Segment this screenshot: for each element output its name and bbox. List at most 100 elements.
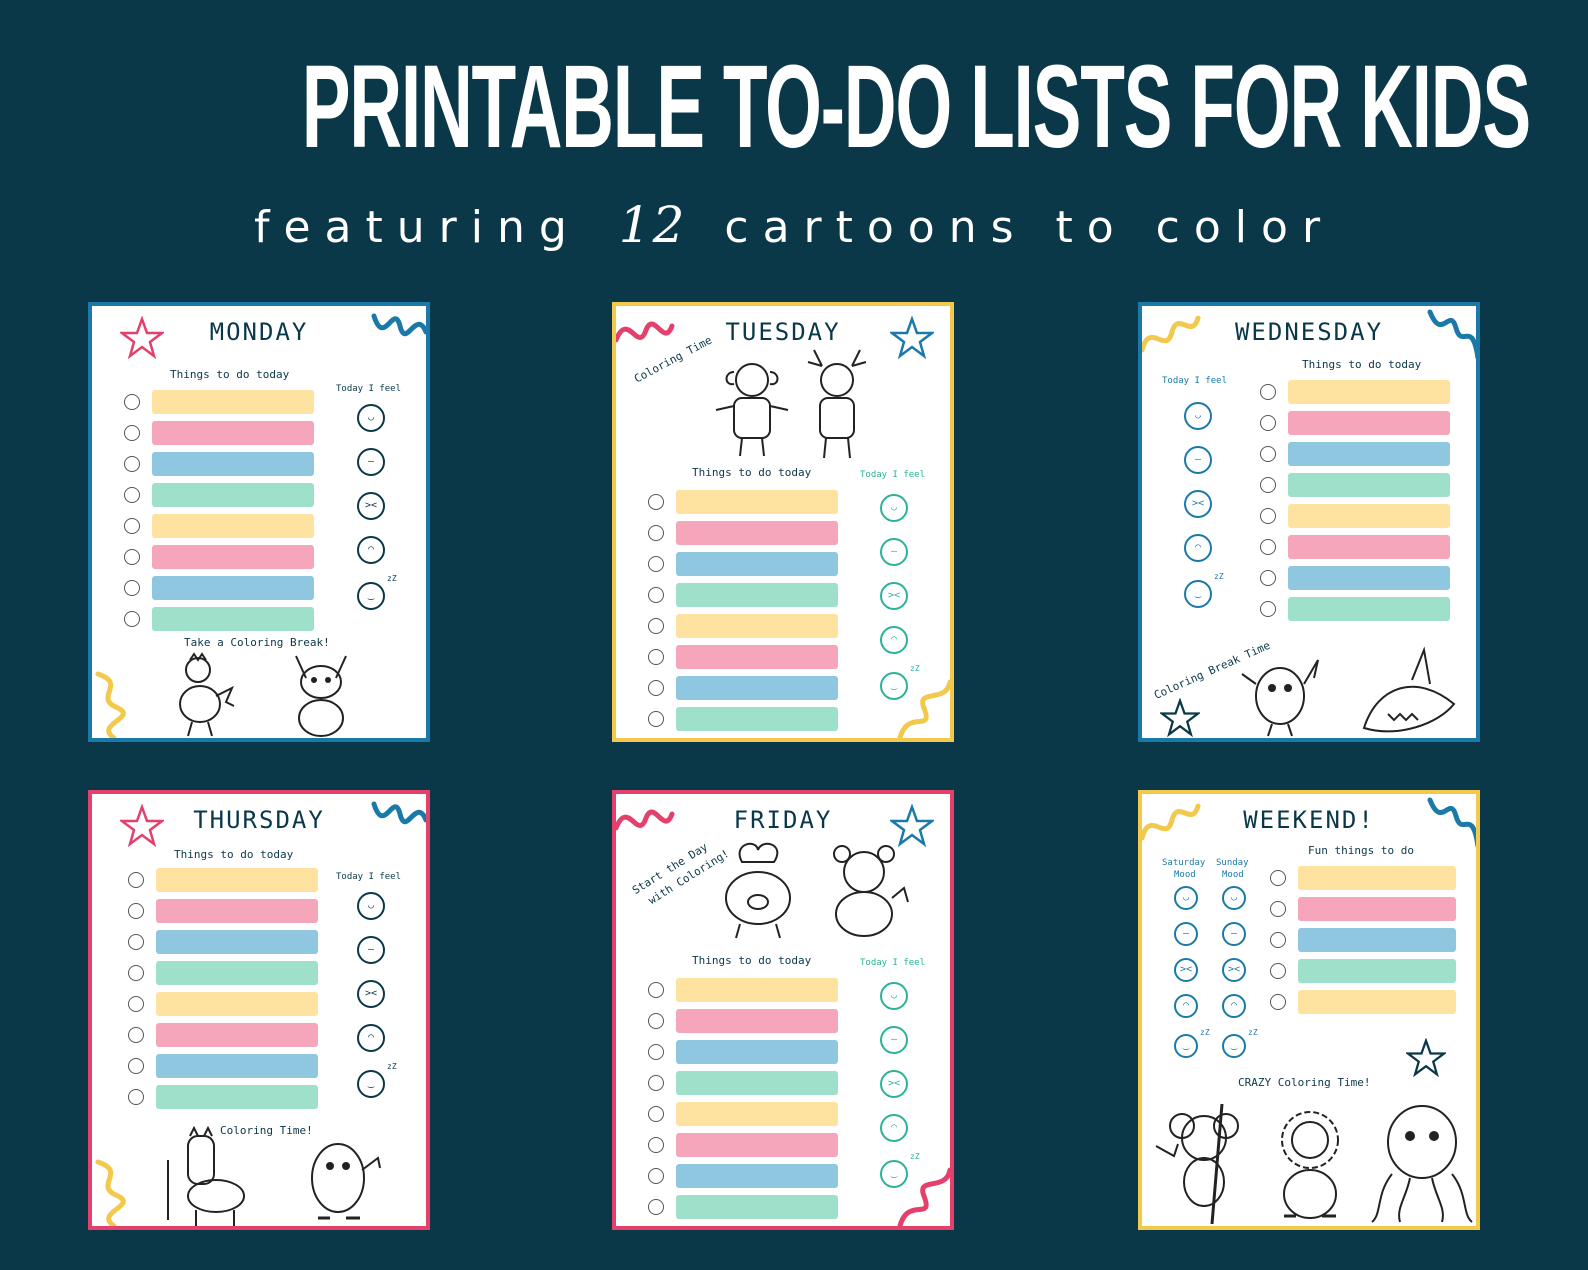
todo-bar[interactable]: [676, 707, 838, 731]
sad-face-icon[interactable]: ◠: [357, 536, 385, 564]
checkbox[interactable]: [1260, 508, 1276, 524]
neutral-face-icon[interactable]: —: [1222, 922, 1246, 946]
checkbox[interactable]: [1270, 963, 1286, 979]
todo-bar[interactable]: [676, 645, 838, 669]
checkbox[interactable]: [128, 1058, 144, 1074]
checkbox[interactable]: [648, 1013, 664, 1029]
checkbox[interactable]: [1270, 932, 1286, 948]
todo-bar[interactable]: [152, 421, 314, 445]
todo-bar[interactable]: [152, 545, 314, 569]
todo-bar[interactable]: [676, 1195, 838, 1219]
neutral-face-icon[interactable]: —: [880, 538, 908, 566]
checkbox[interactable]: [124, 611, 140, 627]
neutral-face-icon[interactable]: —: [880, 1026, 908, 1054]
todo-bar[interactable]: [156, 992, 318, 1016]
todo-bar[interactable]: [1288, 380, 1450, 404]
todo-bar[interactable]: [676, 1009, 838, 1033]
todo-bar[interactable]: [1298, 990, 1456, 1014]
checkbox[interactable]: [648, 587, 664, 603]
checkbox[interactable]: [128, 872, 144, 888]
frustrated-face-icon[interactable]: ><: [880, 1070, 908, 1098]
todo-bar[interactable]: [1288, 566, 1450, 590]
todo-bar[interactable]: [676, 521, 838, 545]
todo-bar[interactable]: [676, 614, 838, 638]
todo-bar[interactable]: [1298, 959, 1456, 983]
checkbox[interactable]: [648, 680, 664, 696]
neutral-face-icon[interactable]: —: [357, 448, 385, 476]
happy-face-icon[interactable]: ◡: [1174, 886, 1198, 910]
checkbox[interactable]: [648, 556, 664, 572]
todo-bar[interactable]: [676, 552, 838, 576]
checkbox[interactable]: [1260, 446, 1276, 462]
checkbox[interactable]: [128, 1089, 144, 1105]
todo-bar[interactable]: [156, 1085, 318, 1109]
todo-bar[interactable]: [152, 607, 314, 631]
todo-bar[interactable]: [1288, 597, 1450, 621]
checkbox[interactable]: [124, 394, 140, 410]
todo-bar[interactable]: [1298, 866, 1456, 890]
todo-bar[interactable]: [676, 978, 838, 1002]
checkbox[interactable]: [1260, 539, 1276, 555]
happy-face-icon[interactable]: ◡: [880, 494, 908, 522]
happy-face-icon[interactable]: ◡: [357, 404, 385, 432]
frustrated-face-icon[interactable]: ><: [1184, 490, 1212, 518]
neutral-face-icon[interactable]: —: [1174, 922, 1198, 946]
checkbox[interactable]: [124, 549, 140, 565]
checkbox[interactable]: [648, 1168, 664, 1184]
checkbox[interactable]: [648, 494, 664, 510]
sleepy-face-icon[interactable]: ‿: [880, 1160, 908, 1188]
todo-bar[interactable]: [1298, 897, 1456, 921]
sad-face-icon[interactable]: ◠: [1184, 534, 1212, 562]
frustrated-face-icon[interactable]: ><: [880, 582, 908, 610]
todo-bar[interactable]: [676, 583, 838, 607]
checkbox[interactable]: [648, 525, 664, 541]
todo-bar[interactable]: [152, 514, 314, 538]
happy-face-icon[interactable]: ◡: [1184, 402, 1212, 430]
todo-bar[interactable]: [1288, 473, 1450, 497]
sleepy-face-icon[interactable]: ‿: [1184, 580, 1212, 608]
checkbox[interactable]: [1260, 601, 1276, 617]
todo-bar[interactable]: [152, 483, 314, 507]
sleepy-face-icon[interactable]: ‿: [1174, 1034, 1198, 1058]
checkbox[interactable]: [124, 580, 140, 596]
checkbox[interactable]: [648, 982, 664, 998]
checkbox[interactable]: [1270, 994, 1286, 1010]
checkbox[interactable]: [128, 1027, 144, 1043]
checkbox[interactable]: [128, 996, 144, 1012]
frustrated-face-icon[interactable]: ><: [1174, 958, 1198, 982]
checkbox[interactable]: [128, 934, 144, 950]
sleepy-face-icon[interactable]: ‿: [1222, 1034, 1246, 1058]
frustrated-face-icon[interactable]: ><: [357, 980, 385, 1008]
checkbox[interactable]: [128, 965, 144, 981]
checkbox[interactable]: [124, 425, 140, 441]
checkbox[interactable]: [124, 487, 140, 503]
checkbox[interactable]: [648, 1137, 664, 1153]
todo-bar[interactable]: [676, 676, 838, 700]
checkbox[interactable]: [1260, 415, 1276, 431]
todo-bar[interactable]: [1288, 442, 1450, 466]
checkbox[interactable]: [648, 711, 664, 727]
todo-bar[interactable]: [1298, 928, 1456, 952]
checkbox[interactable]: [648, 1106, 664, 1122]
todo-bar[interactable]: [676, 1102, 838, 1126]
checkbox[interactable]: [1260, 570, 1276, 586]
checkbox[interactable]: [648, 618, 664, 634]
sad-face-icon[interactable]: ◠: [880, 626, 908, 654]
checkbox[interactable]: [1260, 477, 1276, 493]
todo-bar[interactable]: [156, 1054, 318, 1078]
checkbox[interactable]: [648, 1044, 664, 1060]
happy-face-icon[interactable]: ◡: [880, 982, 908, 1010]
checkbox[interactable]: [648, 649, 664, 665]
todo-bar[interactable]: [156, 1023, 318, 1047]
todo-bar[interactable]: [676, 490, 838, 514]
checkbox[interactable]: [124, 518, 140, 534]
checkbox[interactable]: [1270, 901, 1286, 917]
todo-bar[interactable]: [152, 390, 314, 414]
sad-face-icon[interactable]: ◠: [880, 1114, 908, 1142]
todo-bar[interactable]: [156, 930, 318, 954]
checkbox[interactable]: [124, 456, 140, 472]
sad-face-icon[interactable]: ◠: [357, 1024, 385, 1052]
happy-face-icon[interactable]: ◡: [1222, 886, 1246, 910]
checkbox[interactable]: [648, 1199, 664, 1215]
todo-bar[interactable]: [152, 452, 314, 476]
